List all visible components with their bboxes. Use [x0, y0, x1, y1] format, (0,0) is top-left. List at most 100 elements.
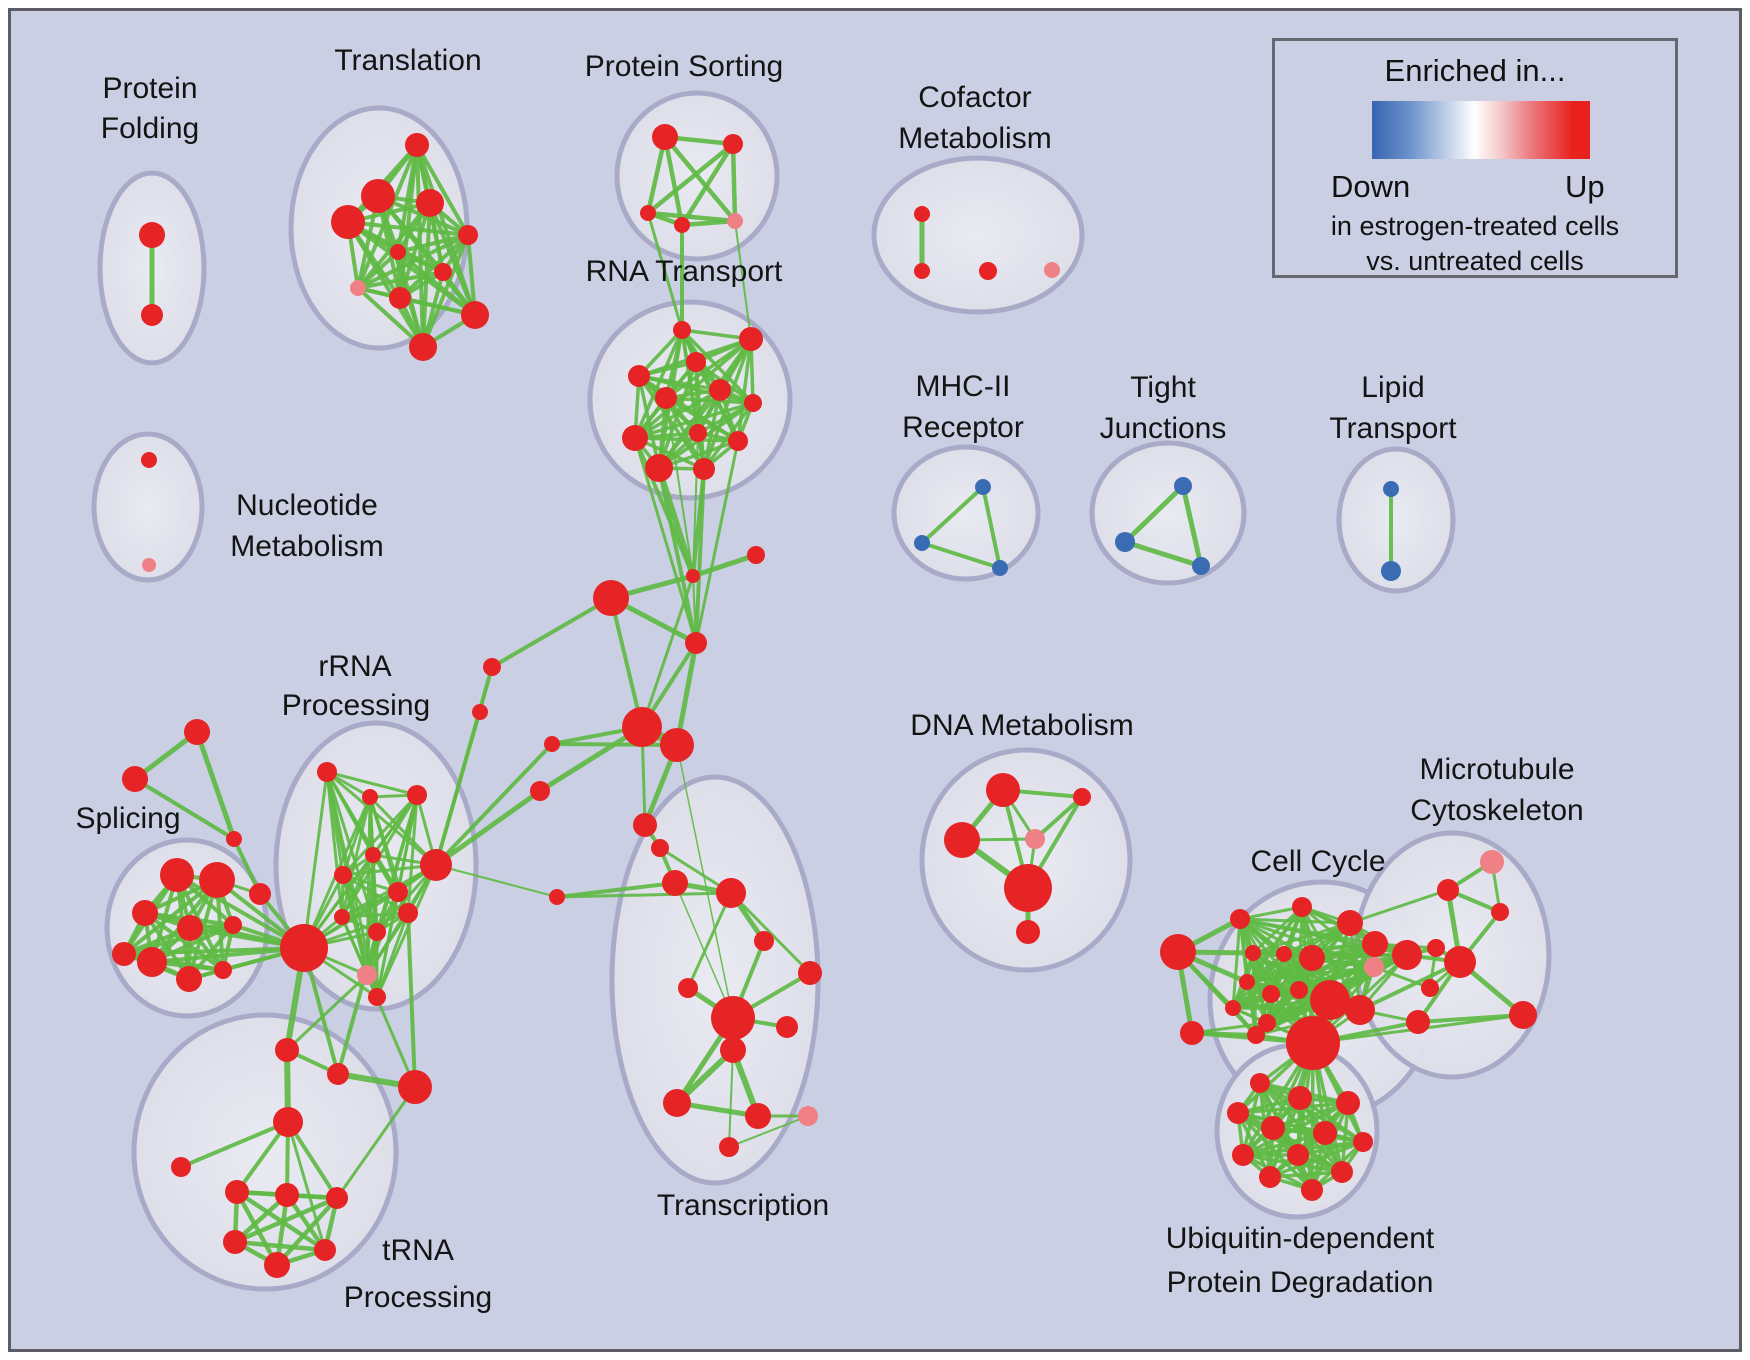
gene-set-node-tr2[interactable] [327, 1063, 349, 1085]
gene-set-node-sp1[interactable] [160, 858, 194, 892]
gene-set-node-d1[interactable] [986, 773, 1020, 807]
gene-set-node-cf2[interactable] [914, 263, 930, 279]
gene-set-node-r4[interactable] [365, 847, 381, 863]
gene-set-node-t1[interactable] [405, 133, 429, 157]
gene-set-node-tr3[interactable] [398, 1070, 432, 1104]
gene-set-node-u8[interactable] [1232, 1144, 1254, 1166]
gene-set-node-gt[interactable] [1286, 1016, 1340, 1070]
gene-set-node-t7[interactable] [434, 263, 452, 281]
gene-set-node-x1[interactable] [633, 813, 657, 837]
gene-set-node-d5[interactable] [1004, 864, 1052, 912]
gene-set-node-cf1[interactable] [914, 206, 930, 222]
gene-set-node-r8[interactable] [398, 903, 418, 923]
gene-set-node-rt8[interactable] [622, 425, 648, 451]
gene-set-node-r1[interactable] [317, 762, 337, 782]
gene-set-node-r3[interactable] [407, 785, 427, 805]
gene-set-node-mt5[interactable] [1444, 946, 1476, 978]
gene-set-node-d6[interactable] [1016, 920, 1040, 944]
gene-set-node-u5[interactable] [1261, 1116, 1285, 1140]
gene-set-node-c12[interactable] [1290, 981, 1308, 999]
gene-set-node-s2[interactable] [122, 766, 148, 792]
gene-set-node-x11[interactable] [720, 1037, 746, 1063]
gene-set-node-ps5[interactable] [727, 213, 743, 229]
gene-set-node-s4[interactable] [249, 883, 271, 905]
gene-set-node-x8[interactable] [798, 961, 822, 985]
gene-set-node-cf3[interactable] [979, 262, 997, 280]
gene-set-node-pg5[interactable] [264, 1252, 290, 1278]
gene-set-node-d3[interactable] [944, 822, 980, 858]
gene-set-node-ch8[interactable] [530, 781, 550, 801]
gene-set-node-x3[interactable] [662, 870, 688, 896]
gene-set-node-ch2[interactable] [747, 546, 765, 564]
gene-set-node-u7[interactable] [1353, 1132, 1373, 1152]
gene-set-node-r11[interactable] [357, 965, 377, 985]
gene-set-node-sp9[interactable] [224, 916, 242, 934]
gene-set-node-c4[interactable] [1245, 945, 1261, 961]
gene-set-node-u12[interactable] [1301, 1179, 1323, 1201]
gene-set-node-nm2[interactable] [142, 558, 156, 572]
gene-set-node-t9[interactable] [389, 287, 411, 309]
gene-set-node-x5[interactable] [549, 889, 565, 905]
gene-set-node-mt6[interactable] [1421, 979, 1439, 997]
gene-set-node-c11[interactable] [1262, 985, 1280, 1003]
gene-set-node-pg4[interactable] [223, 1230, 247, 1254]
gene-set-node-c6[interactable] [1299, 945, 1325, 971]
gene-set-node-r12[interactable] [368, 988, 386, 1006]
gene-set-node-ch6[interactable] [660, 728, 694, 762]
gene-set-node-mt7[interactable] [1406, 1010, 1430, 1034]
gene-set-node-ch3[interactable] [593, 580, 629, 616]
gene-set-node-x7[interactable] [678, 978, 698, 998]
gene-set-node-u9[interactable] [1287, 1144, 1309, 1166]
gene-set-node-tj1[interactable] [1174, 477, 1192, 495]
gene-set-node-r7[interactable] [388, 882, 408, 902]
gene-set-node-m3[interactable] [992, 560, 1008, 576]
gene-set-node-rt10[interactable] [728, 431, 748, 451]
gene-set-node-u11[interactable] [1259, 1166, 1281, 1188]
gene-set-node-c18[interactable] [1258, 1014, 1276, 1032]
gene-set-node-c14[interactable] [1345, 995, 1375, 1025]
gene-set-node-rt7[interactable] [744, 394, 762, 412]
gene-set-node-d2[interactable] [1073, 788, 1091, 806]
gene-set-node-sp6[interactable] [137, 947, 167, 977]
gene-set-node-hub[interactable] [280, 924, 328, 972]
gene-set-node-sp7[interactable] [176, 966, 202, 992]
gene-set-node-mt8[interactable] [1509, 1001, 1537, 1029]
gene-set-node-x13[interactable] [745, 1103, 771, 1129]
gene-set-node-lp1[interactable] [1383, 481, 1399, 497]
gene-set-node-u3[interactable] [1336, 1091, 1360, 1115]
gene-set-node-mt2[interactable] [1437, 879, 1459, 901]
gene-set-node-rt12[interactable] [693, 458, 715, 480]
gene-set-node-tr4[interactable] [273, 1107, 303, 1137]
gene-set-node-c3[interactable] [1337, 910, 1363, 936]
gene-set-node-rt1[interactable] [673, 321, 691, 339]
gene-set-node-tr1[interactable] [275, 1038, 299, 1062]
gene-set-node-x2[interactable] [651, 839, 669, 857]
gene-set-node-cf4[interactable] [1044, 262, 1060, 278]
gene-set-node-c17[interactable] [1180, 1021, 1204, 1045]
gene-set-node-rt6[interactable] [655, 387, 677, 409]
gene-set-node-sp3[interactable] [132, 900, 158, 926]
gene-set-node-r5[interactable] [334, 866, 352, 884]
gene-set-node-c0[interactable] [1160, 934, 1196, 970]
gene-set-node-u4[interactable] [1227, 1102, 1249, 1124]
gene-set-node-tj2[interactable] [1115, 532, 1135, 552]
gene-set-node-c15[interactable] [1225, 1000, 1241, 1016]
gene-set-node-rt4[interactable] [628, 365, 650, 387]
gene-set-node-x15[interactable] [719, 1137, 739, 1157]
gene-set-node-ps3[interactable] [640, 205, 656, 221]
gene-set-node-x10[interactable] [776, 1016, 798, 1038]
gene-set-node-lp2[interactable] [1381, 561, 1401, 581]
gene-set-node-u2[interactable] [1288, 1086, 1312, 1110]
gene-set-node-x6[interactable] [754, 931, 774, 951]
gene-set-node-s3[interactable] [226, 831, 242, 847]
gene-set-node-pf2[interactable] [141, 304, 163, 326]
gene-set-node-t8[interactable] [350, 280, 366, 296]
gene-set-node-ch4[interactable] [685, 632, 707, 654]
gene-set-node-mt4[interactable] [1427, 939, 1445, 957]
gene-set-node-c10[interactable] [1239, 974, 1255, 990]
gene-set-node-t11[interactable] [409, 333, 437, 361]
gene-set-node-nm1[interactable] [141, 452, 157, 468]
gene-set-node-x12[interactable] [663, 1089, 691, 1117]
gene-set-node-ps2[interactable] [723, 134, 743, 154]
gene-set-node-t3[interactable] [416, 189, 444, 217]
